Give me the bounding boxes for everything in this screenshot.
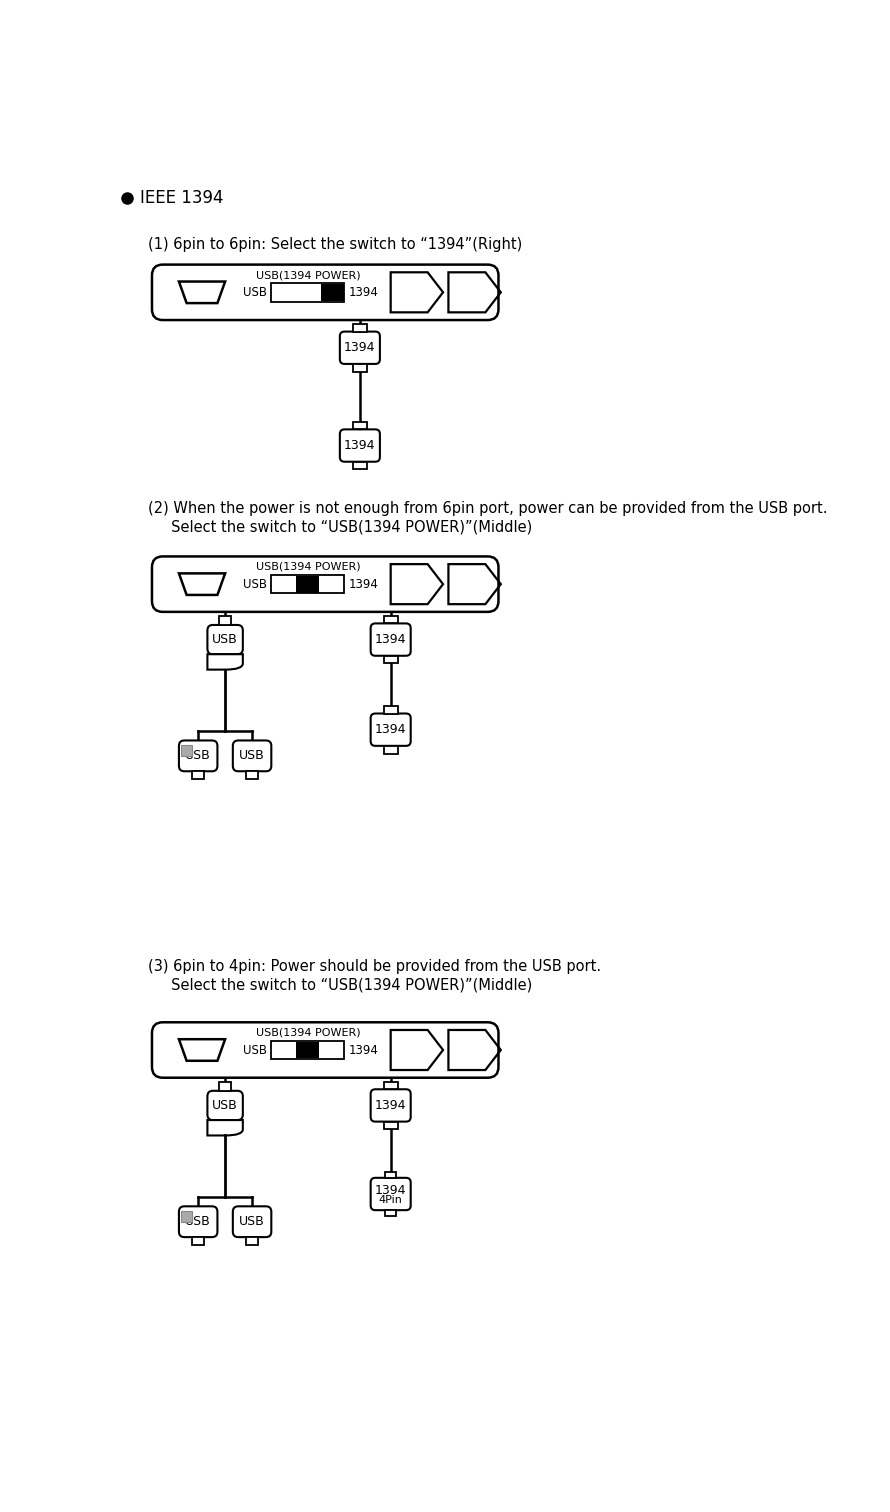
FancyBboxPatch shape bbox=[152, 1022, 498, 1078]
FancyBboxPatch shape bbox=[179, 741, 217, 771]
Text: 1394: 1394 bbox=[375, 1099, 407, 1111]
FancyBboxPatch shape bbox=[152, 265, 498, 321]
Bar bbox=[296, 1042, 320, 1058]
FancyBboxPatch shape bbox=[370, 714, 410, 745]
FancyBboxPatch shape bbox=[233, 741, 271, 771]
Bar bbox=[384, 1081, 398, 1089]
Text: 1394: 1394 bbox=[348, 578, 378, 591]
Text: 1394: 1394 bbox=[344, 438, 376, 452]
Text: USB: USB bbox=[239, 1216, 265, 1228]
Bar bbox=[192, 771, 205, 779]
Bar bbox=[296, 576, 320, 593]
Text: 1394: 1394 bbox=[348, 286, 378, 299]
Bar bbox=[246, 771, 258, 779]
Text: USB(1394 POWER): USB(1394 POWER) bbox=[255, 1028, 360, 1037]
Text: (3) 6pin to 4pin: Power should be provided from the USB port.: (3) 6pin to 4pin: Power should be provid… bbox=[148, 959, 602, 974]
PathPatch shape bbox=[207, 655, 243, 670]
Bar bbox=[384, 615, 398, 623]
Text: USB: USB bbox=[185, 750, 211, 762]
PathPatch shape bbox=[207, 1120, 243, 1136]
Bar bbox=[385, 1172, 396, 1178]
Text: 1394: 1394 bbox=[344, 342, 376, 354]
FancyBboxPatch shape bbox=[370, 1089, 410, 1122]
Text: USB: USB bbox=[185, 1216, 211, 1228]
FancyBboxPatch shape bbox=[207, 1090, 243, 1120]
Text: Select the switch to “USB(1394 POWER)”(Middle): Select the switch to “USB(1394 POWER)”(M… bbox=[148, 978, 532, 992]
Bar bbox=[246, 1237, 258, 1244]
FancyBboxPatch shape bbox=[370, 623, 410, 656]
FancyBboxPatch shape bbox=[370, 1178, 410, 1210]
Text: (1) 6pin to 6pin: Select the switch to “1394”(Right): (1) 6pin to 6pin: Select the switch to “… bbox=[148, 237, 522, 253]
Bar bbox=[353, 324, 367, 331]
Bar bbox=[219, 615, 231, 624]
Bar bbox=[192, 1237, 205, 1244]
FancyBboxPatch shape bbox=[340, 429, 380, 461]
Text: 1394: 1394 bbox=[348, 1043, 378, 1057]
FancyBboxPatch shape bbox=[152, 556, 498, 612]
Bar bbox=[271, 1040, 344, 1060]
FancyBboxPatch shape bbox=[179, 1207, 217, 1237]
Bar bbox=[219, 1081, 231, 1090]
Text: 1394: 1394 bbox=[375, 723, 407, 736]
Text: USB(1394 POWER): USB(1394 POWER) bbox=[255, 562, 360, 572]
Text: (2) When the power is not enough from 6pin port, power can be provided from the : (2) When the power is not enough from 6p… bbox=[148, 500, 828, 516]
Bar bbox=[321, 284, 344, 301]
Text: USB: USB bbox=[212, 1099, 238, 1111]
FancyBboxPatch shape bbox=[340, 331, 380, 364]
Bar bbox=[384, 706, 398, 714]
Text: USB: USB bbox=[244, 286, 268, 299]
Text: 1394: 1394 bbox=[375, 634, 407, 646]
FancyBboxPatch shape bbox=[207, 624, 243, 655]
Text: Select the switch to “USB(1394 POWER)”(Middle): Select the switch to “USB(1394 POWER)”(M… bbox=[148, 520, 532, 534]
Text: 4Pin: 4Pin bbox=[379, 1194, 402, 1205]
Bar bbox=[384, 1122, 398, 1129]
Text: USB: USB bbox=[244, 1043, 268, 1057]
Bar bbox=[384, 745, 398, 753]
Bar bbox=[384, 656, 398, 664]
Bar bbox=[271, 575, 344, 593]
Text: USB: USB bbox=[244, 578, 268, 591]
Text: USB: USB bbox=[239, 750, 265, 762]
Bar bbox=[353, 364, 367, 372]
Text: 1394: 1394 bbox=[375, 1184, 407, 1196]
Text: IEEE 1394: IEEE 1394 bbox=[141, 189, 224, 207]
Bar bbox=[353, 422, 367, 429]
Bar bbox=[385, 1210, 396, 1216]
Bar bbox=[271, 283, 344, 301]
FancyBboxPatch shape bbox=[233, 1207, 271, 1237]
Text: USB: USB bbox=[212, 634, 238, 646]
Bar bbox=[182, 745, 192, 756]
Bar bbox=[353, 461, 367, 469]
Text: USB(1394 POWER): USB(1394 POWER) bbox=[255, 271, 360, 280]
Bar bbox=[182, 1211, 192, 1222]
